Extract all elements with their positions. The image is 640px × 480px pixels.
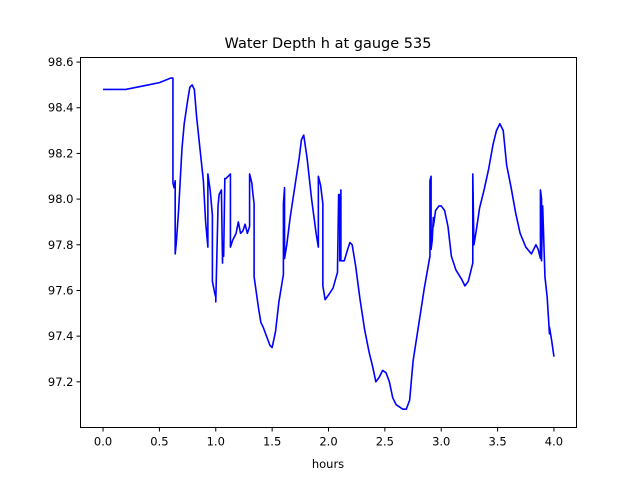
y-tick-label: 98.6: [48, 55, 74, 69]
x-tick-label: 1.5: [263, 435, 281, 449]
x-tick-label: 0.0: [94, 435, 112, 449]
x-tick-label: 0.5: [150, 435, 168, 449]
x-axis-ticks: 0.0 0.5 1.0 1.5 2.0 2.5 3.0 3.5 4.0: [94, 427, 563, 449]
y-tick-label: 98.4: [48, 101, 74, 115]
y-tick-label: 98.2: [48, 146, 74, 160]
x-tick-label: 2.5: [376, 435, 394, 449]
y-tick-label: 97.8: [48, 238, 74, 252]
y-tick-label: 97.6: [48, 283, 74, 297]
y-tick-label: 97.2: [48, 375, 74, 389]
y-tick-label: 98.0: [48, 192, 74, 206]
y-tick-label: 97.4: [48, 329, 74, 343]
chart-title: Water Depth h at gauge 535: [225, 36, 432, 52]
x-tick-label: 1.0: [207, 435, 225, 449]
y-axis-ticks: 97.2 97.4 97.6 97.8 98.0 98.2 98.4 98.6: [48, 55, 81, 389]
x-tick-label: 3.5: [488, 435, 506, 449]
x-tick-label: 3.0: [432, 435, 450, 449]
x-axis-label: hours: [312, 457, 344, 471]
x-tick-label: 2.0: [319, 435, 337, 449]
x-tick-label: 4.0: [545, 435, 563, 449]
water-depth-series-line: [103, 77, 555, 411]
